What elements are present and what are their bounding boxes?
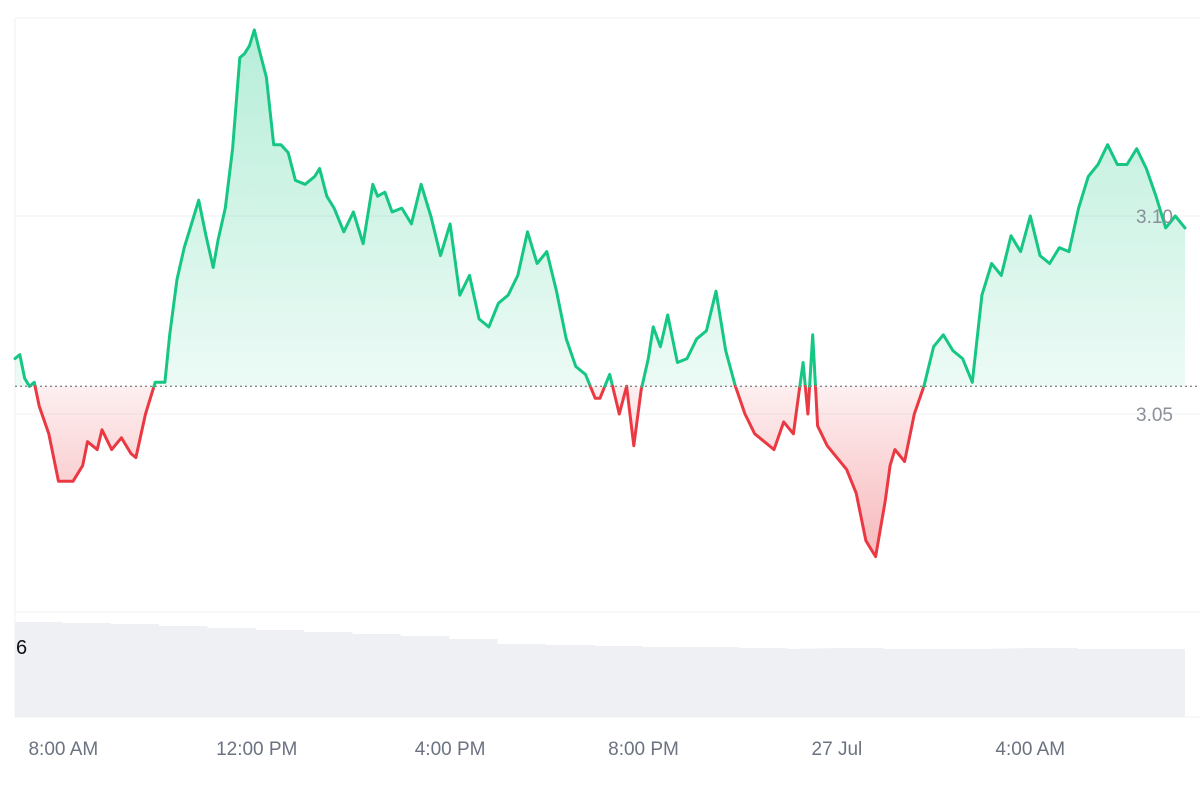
price-line-above <box>13 353 31 388</box>
volume-bar <box>498 644 546 717</box>
y-tick-label: 3.10 <box>1136 207 1173 228</box>
x-tick-label: 8:00 AM <box>28 739 98 760</box>
volume-bar <box>595 646 643 717</box>
price-area-below <box>815 386 924 557</box>
price-line-layer <box>13 28 1200 559</box>
price-line-above <box>152 28 592 388</box>
volume-bar <box>111 624 160 717</box>
volume-bar <box>256 630 305 717</box>
price-area-below <box>735 386 800 450</box>
price-line-above <box>922 143 1187 388</box>
volume-bar <box>546 645 595 717</box>
volume-bar <box>788 649 836 717</box>
volume-bar <box>63 623 111 717</box>
price-area-below <box>35 386 154 482</box>
x-tick-label: 27 Jul <box>812 739 863 760</box>
volume-bar <box>691 647 740 717</box>
volume-bar <box>836 648 885 717</box>
price-fill-layer <box>15 29 1185 557</box>
x-tick-label: 4:00 PM <box>415 739 486 760</box>
volume-bar <box>1078 649 1126 717</box>
x-tick-label: 12:00 PM <box>216 739 297 760</box>
x-tick-label: 8:00 PM <box>608 739 679 760</box>
price-line-above <box>640 289 737 388</box>
volume-bar <box>1126 649 1184 717</box>
price-area-above <box>923 144 1185 387</box>
volume-bar <box>353 634 401 717</box>
volume-bar <box>160 626 208 717</box>
price-line-below <box>611 384 629 416</box>
x-tick-label: 4:00 AM <box>995 739 1065 760</box>
volume-bar <box>885 649 933 717</box>
volume-bar <box>450 639 498 717</box>
volume-bar <box>740 648 788 717</box>
price-line-above <box>808 333 817 388</box>
label-layer: 3.05 3.10 8:00 AM 12:00 PM 4:00 PM 8:00 PM 27 … <box>16 207 1173 760</box>
price-area-above <box>154 29 591 387</box>
price-line-below <box>814 384 926 559</box>
volume-bar <box>1030 648 1078 717</box>
volume-bar <box>401 636 450 717</box>
price-line-above <box>603 372 615 388</box>
price-line-below <box>33 384 156 483</box>
volume-bar <box>15 622 63 717</box>
price-line-below <box>588 384 607 400</box>
volume-bar <box>305 632 353 717</box>
price-line-below <box>733 384 802 452</box>
volume-bar <box>208 628 256 717</box>
price-line-above <box>798 361 807 388</box>
price-line-below <box>803 384 812 416</box>
volume-bar <box>643 647 691 717</box>
price-area-below <box>612 386 627 414</box>
price-line-below <box>625 384 644 448</box>
volume-bar <box>933 649 981 717</box>
volume-bar <box>981 649 1030 717</box>
price-area-above <box>642 291 736 387</box>
y-tick-label: 3.05 <box>1136 405 1173 426</box>
volume-axis-label: 6 <box>16 637 27 659</box>
volume-area <box>15 622 1185 717</box>
